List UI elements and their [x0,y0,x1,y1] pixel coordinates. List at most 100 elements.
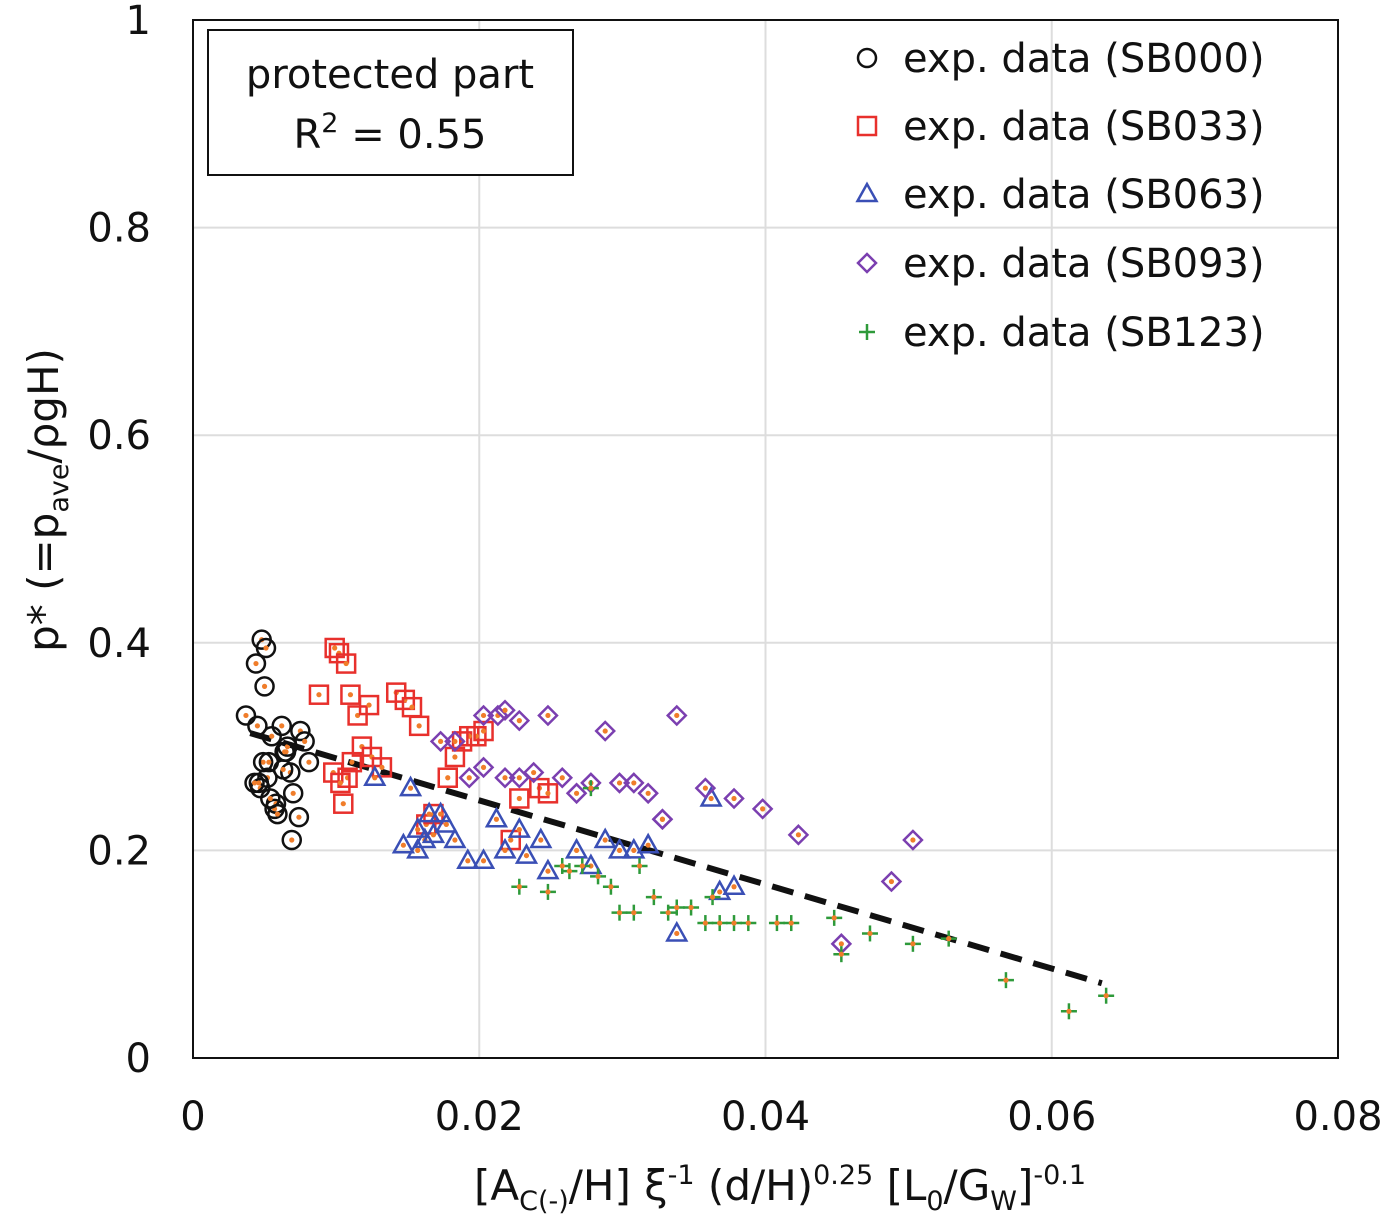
data-point [579,853,603,875]
data-point [247,715,268,737]
data-point [665,704,688,727]
data-point [539,883,556,900]
annotation-box: protected part R2 = 0.55 [207,29,574,176]
data-point [471,848,496,870]
data-point [708,879,732,901]
data-point [254,676,275,697]
data-point [880,870,903,893]
data-point [608,772,631,794]
data-point [434,811,458,833]
data-points [235,629,1115,1020]
data-point [625,904,642,921]
data-point [561,863,578,880]
series-plus [511,780,1115,1020]
legend-label-sb123: exp. data (SB123) [903,310,1265,356]
data-point [324,637,345,659]
legend-item-sb000: exp. data (SB000) [856,36,1265,82]
data-point [783,915,800,932]
legend-marker-triangle-icon [855,181,879,203]
annotation-r2: R2 = 0.55 [294,108,487,158]
data-point [668,899,685,916]
legend-marker-circle-icon [856,47,878,69]
data-point [522,761,545,784]
data-point [514,843,539,864]
data-point [631,857,648,874]
data-point [244,772,265,794]
legend: exp. data (SB000) exp. data (SB033) exp.… [855,36,1265,356]
data-point [421,822,446,844]
legend-item-sb093: exp. data (SB093) [856,241,1265,287]
data-point [536,858,560,880]
data-point [751,798,774,820]
data-point [458,766,480,789]
legend-label-sb093: exp. data (SB093) [903,241,1265,287]
data-point [358,694,380,716]
data-point [902,829,924,851]
data-point [363,765,387,786]
legend-marker-shape [859,324,875,340]
data-point [1098,987,1115,1004]
data-point [537,704,559,727]
data-point [611,904,628,921]
data-point [594,720,616,742]
plot-area-frame [192,19,1339,1059]
x-tick-label: 0.06 [1007,1094,1096,1140]
legend-item-sb033: exp. data (SB033) [856,104,1265,150]
data-point [340,684,361,705]
fit-line-layer [249,730,1103,987]
data-point [281,829,303,851]
legend-item-sb123: exp. data (SB123) [859,310,1265,356]
data-point [456,848,480,870]
data-point [330,772,351,794]
data-point [508,709,531,732]
data-point [940,930,957,947]
data-point [294,731,315,752]
data-point [607,837,632,859]
data-point [333,793,354,814]
data-point [494,766,516,789]
data-point [437,767,459,788]
data-point [274,741,295,763]
data-point [341,751,363,773]
annotation-title: protected part [246,52,534,98]
data-point [511,878,528,895]
legend-marker-plus-icon [859,324,875,340]
data-point [507,817,531,838]
legend-marker-shape [855,181,879,203]
data-point [697,915,714,932]
legend-marker-diamond-icon [856,252,878,274]
data-point [335,653,357,674]
data-point [1060,1003,1077,1020]
data-point [493,837,517,859]
data-point [904,935,921,952]
data-point [740,915,757,932]
legend-marker-shape [856,252,878,274]
legend-label-sb063: exp. data (SB063) [903,172,1265,218]
data-point [271,715,292,737]
data-point [602,878,619,895]
data-point [551,766,574,789]
data-point [472,704,495,727]
y-tick-label: 0.2 [87,828,151,874]
data-point [645,889,662,906]
data-point [833,946,850,963]
data-point [308,684,330,705]
y-tick-label: 0.4 [87,621,151,667]
x-tick-label: 0.08 [1293,1094,1382,1140]
data-point [711,915,728,932]
data-point [861,925,878,942]
data-point [472,756,495,779]
x-tick-label: 0.02 [435,1094,524,1140]
data-point [429,730,452,753]
data-point [564,837,589,859]
data-point [826,909,843,926]
series-circle [235,629,320,851]
data-point [288,806,310,828]
x-axis-title: [AC(-)/H] ξ-1 (d/H)0.25 [L0/GW]-0.1 [474,1160,1086,1217]
data-point [406,837,430,859]
legend-label-sb000: exp. data (SB000) [903,36,1265,82]
data-point [565,782,588,805]
data-point [494,699,516,722]
